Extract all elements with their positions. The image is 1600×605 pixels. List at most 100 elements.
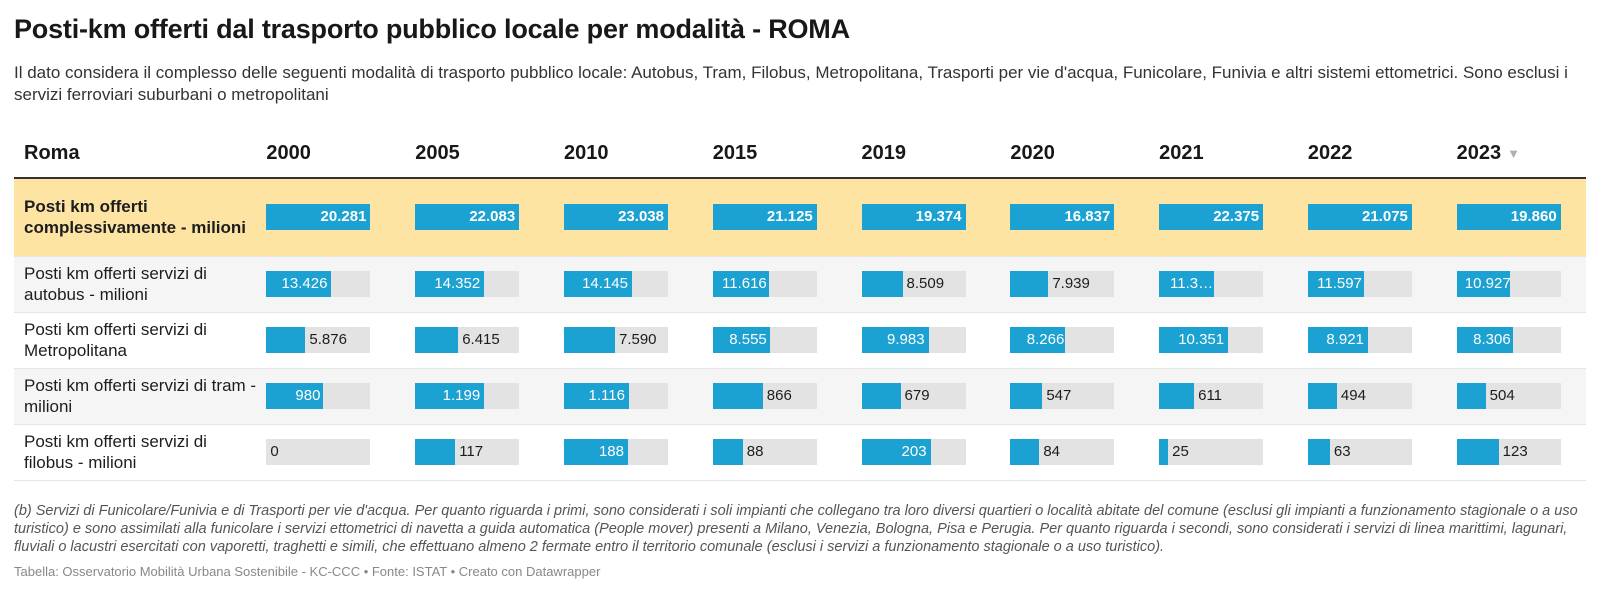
- bar-value-label: 11.3…: [1170, 275, 1214, 292]
- column-header-2022[interactable]: 2022: [1307, 130, 1457, 179]
- column-header-2020[interactable]: 2020: [1010, 130, 1160, 179]
- bar-track: 21.075: [1307, 204, 1412, 231]
- bar-value-label: 117: [459, 443, 484, 460]
- bar-mark: [1010, 204, 1115, 231]
- table-row: Posti km offerti servizi di Metropolitan…: [14, 312, 1586, 369]
- value-cell: 980: [266, 368, 416, 425]
- bar-mark: [861, 383, 901, 409]
- bar-track: 63: [1307, 439, 1412, 465]
- bar-mark: [861, 439, 931, 465]
- bar-value-label: 1.199: [442, 387, 481, 404]
- column-header-2023[interactable]: 2023 ▼: [1456, 130, 1586, 179]
- column-header-2000[interactable]: 2000: [266, 130, 416, 179]
- value-cell: 6.415: [415, 312, 564, 369]
- table-header-row: Roma 2000 2005 2010 2015 2019 2020 2021 2022 202…: [14, 130, 1586, 179]
- bar-mark: [1456, 439, 1499, 465]
- bar-value-label: 494: [1340, 387, 1366, 404]
- bar-mark: [1159, 383, 1195, 409]
- bar-mark: [1456, 383, 1486, 409]
- triangle-down-icon[interactable]: ▼: [1507, 146, 1521, 162]
- bar-value-label: 19.374: [915, 208, 962, 226]
- table-row: Posti km offerti complessivamente - mili…: [14, 178, 1586, 257]
- bar-mark: [1159, 271, 1215, 297]
- bar-track: 123: [1456, 439, 1561, 465]
- value-cell: 1.116: [563, 368, 713, 425]
- value-cell: 19.860: [1456, 178, 1586, 257]
- table-row: Posti km offerti servizi di filobus - mi…: [14, 424, 1586, 481]
- bar-mark: [1159, 439, 1169, 465]
- bar-mark: [1307, 204, 1412, 231]
- bar-mark: [1010, 439, 1040, 465]
- bar-track: 494: [1307, 383, 1412, 409]
- table-row: Posti km offerti servizi di autobus - mi…: [14, 256, 1586, 313]
- bar-track: 8.509: [861, 271, 966, 297]
- bar-value-label: 10.351: [1178, 331, 1225, 348]
- bar-track: 611: [1159, 383, 1264, 409]
- value-cell: 123: [1456, 424, 1586, 481]
- value-cell: 8.306: [1456, 312, 1586, 369]
- bar-track: 13.426: [266, 271, 371, 297]
- value-cell: 11.3…: [1159, 256, 1308, 313]
- bar-track: 19.860: [1456, 204, 1561, 231]
- value-cell: 866: [712, 368, 862, 425]
- bar-track: 8.555: [712, 327, 817, 353]
- bar-mark: [1456, 327, 1513, 353]
- bar-value-label: 88: [746, 443, 764, 460]
- column-header-label: 2023: [1456, 142, 1502, 164]
- bar-track: 22.083: [415, 204, 520, 231]
- bar-mark: [563, 439, 628, 465]
- bar-value-label: 63: [1333, 443, 1351, 460]
- column-header-2015[interactable]: 2015: [712, 130, 862, 179]
- bar-track: 1.116: [563, 383, 668, 409]
- column-header-2005[interactable]: 2005: [415, 130, 564, 179]
- bar-value-label: 6.415: [462, 331, 500, 348]
- bar-track: 6.415: [415, 327, 520, 353]
- bar-track: 9.983: [861, 327, 966, 353]
- bar-mark: [266, 204, 371, 231]
- bar-track: 547: [1010, 383, 1115, 409]
- bar-track: 14.352: [415, 271, 520, 297]
- row-label: Posti km offerti complessivamente - mili…: [14, 178, 267, 257]
- bar-value-label: 8.306: [1473, 331, 1511, 348]
- value-cell: 63: [1307, 424, 1457, 481]
- bar-mark: [415, 204, 520, 231]
- value-cell: 22.375: [1159, 178, 1308, 257]
- bar-track: 1.199: [415, 383, 520, 409]
- column-header-2021[interactable]: 2021: [1159, 130, 1308, 179]
- bar-track: 10.351: [1159, 327, 1264, 353]
- bar-track: 203: [861, 439, 966, 465]
- bar-value-label: 20.281: [320, 208, 367, 226]
- bar-mark: [1456, 271, 1510, 297]
- bar-track: 14.145: [563, 271, 668, 297]
- bar-value-label: 7.939: [1052, 275, 1090, 292]
- bar-value-label: 8.555: [729, 331, 767, 348]
- value-cell: 10.351: [1159, 312, 1308, 369]
- value-cell: 14.145: [563, 256, 713, 313]
- table-body: Posti km offerti complessivamente - mili…: [14, 178, 1586, 481]
- value-cell: 21.125: [712, 178, 862, 257]
- bar-track: 11.597: [1307, 271, 1412, 297]
- bar-value-label: 188: [598, 443, 624, 460]
- bar-value-label: 1.116: [588, 387, 625, 404]
- value-cell: 504: [1456, 368, 1586, 425]
- bar-track: 88: [712, 439, 817, 465]
- bar-mark: [712, 327, 770, 353]
- table-row: Posti km offerti servizi di tram - milio…: [14, 368, 1586, 425]
- value-cell: 8.555: [712, 312, 862, 369]
- bar-mark: [563, 383, 629, 409]
- column-header-2019[interactable]: 2019: [861, 130, 1011, 179]
- bar-value-label: 14.145: [582, 275, 628, 292]
- bar-mark: [712, 439, 743, 465]
- bar-value-label: 866: [766, 387, 792, 404]
- row-label: Posti km offerti servizi di tram - milio…: [14, 368, 267, 425]
- column-header-2010[interactable]: 2010: [563, 130, 713, 179]
- bar-value-label: 611: [1198, 387, 1223, 404]
- chart-title: Posti-km offerti dal trasporto pubblico …: [14, 14, 850, 44]
- row-header-cell[interactable]: Roma: [14, 130, 267, 179]
- bar-value-label: 10.927: [1464, 275, 1511, 292]
- value-cell: 547: [1010, 368, 1160, 425]
- bar-value-label: 11.616: [722, 275, 767, 292]
- bar-mark: [415, 327, 459, 353]
- value-cell: 23.038: [563, 178, 713, 257]
- bar-mark: [1307, 271, 1364, 297]
